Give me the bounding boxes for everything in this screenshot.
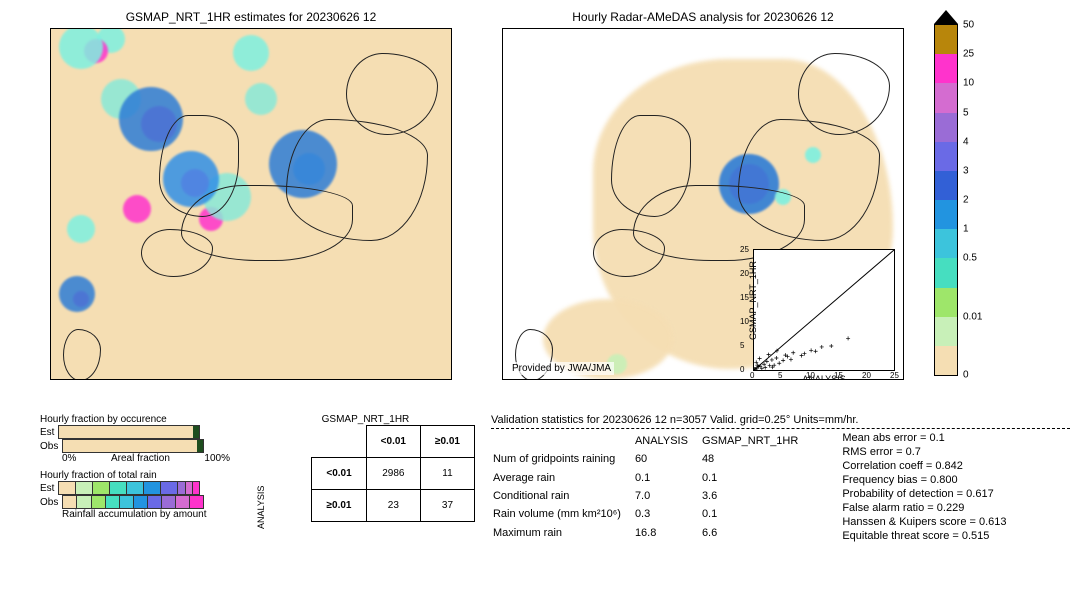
right-map-panel: Hourly Radar-AMeDAS analysis for 2023062… xyxy=(502,10,904,390)
cont-row-0: <0.01 xyxy=(312,458,366,490)
occ-axis-label: Areal fraction xyxy=(111,453,170,464)
occ-axis-left: 0% xyxy=(62,453,76,464)
val-row-label: Num of gridpoints raining xyxy=(493,451,633,467)
val-row-v2: 0.1 xyxy=(702,470,810,486)
cont-col-0: <0.01 xyxy=(366,426,420,458)
scatter-xlabel: ANALYSIS xyxy=(754,374,894,380)
cont-row-1: ≥0.01 xyxy=(312,490,366,522)
colorbar: 502510543210.50.010 xyxy=(934,24,958,376)
validation-score-line: False alarm ratio = 0.229 xyxy=(842,501,1006,515)
cont-cell-00: 2986 xyxy=(366,458,420,490)
cont-ylabel: ANALYSIS xyxy=(256,485,266,528)
colorbar-tick: 4 xyxy=(963,136,969,147)
bottom-row: Hourly fraction by occurence Est Obs 0% … xyxy=(10,414,1070,543)
val-row-v1: 0.3 xyxy=(635,506,700,522)
scatter-inset: GSMAP_NRT_1HR ANALYSIS 0510152025 051015… xyxy=(753,249,895,371)
validation-table: ANALYSIS GSMAP_NRT_1HR Num of gridpoints… xyxy=(491,431,812,543)
left-map: 45°N40°N35°N30°N25°N125°E130°E135°E140°E… xyxy=(50,28,452,380)
validation-score-line: Hanssen & Kuipers score = 0.613 xyxy=(842,515,1006,529)
val-row-label: Maximum rain xyxy=(493,525,633,541)
validation-score-line: Probability of detection = 0.617 xyxy=(842,487,1006,501)
colorbar-tick: 0.5 xyxy=(963,253,977,264)
tr-row-est: Est xyxy=(40,483,54,494)
val-row-label: Average rain xyxy=(493,470,633,486)
tr-row-obs: Obs xyxy=(40,497,58,508)
val-row-v1: 7.0 xyxy=(635,488,700,504)
totalrain-title: Hourly fraction of total rain xyxy=(40,470,240,481)
contingency-panel: GSMAP_NRT_1HR ANALYSIS <0.01 ≥0.01 <0.01… xyxy=(256,414,475,543)
validation-score-line: Frequency bias = 0.800 xyxy=(842,473,1006,487)
left-map-title: GSMAP_NRT_1HR estimates for 20230626 12 xyxy=(50,10,452,24)
colorbar-tick: 3 xyxy=(963,165,969,176)
validation-header: Validation statistics for 20230626 12 n=… xyxy=(491,414,1070,426)
provided-label: Provided by JWA/JMA xyxy=(509,362,614,375)
colorbar-tick: 50 xyxy=(963,20,974,31)
validation-panel: Validation statistics for 20230626 12 n=… xyxy=(491,414,1070,543)
val-row-v2: 3.6 xyxy=(702,488,810,504)
validation-score-line: Correlation coeff = 0.842 xyxy=(842,459,1006,473)
left-map-panel: GSMAP_NRT_1HR estimates for 20230626 12 … xyxy=(50,10,452,390)
contingency-table: <0.01 ≥0.01 <0.01 2986 11 ≥0.01 23 37 xyxy=(311,425,475,522)
validation-score-line: Equitable threat score = 0.515 xyxy=(842,529,1006,543)
val-row-v2: 48 xyxy=(702,451,810,467)
val-row-v1: 60 xyxy=(635,451,700,467)
right-map: Provided by JWA/JMA GSMAP_NRT_1HR ANALYS… xyxy=(502,28,904,380)
occ-bar-obs xyxy=(62,439,204,453)
validation-score-line: RMS error = 0.7 xyxy=(842,445,1006,459)
val-row-label: Conditional rain xyxy=(493,488,633,504)
colorbar-tick: 1 xyxy=(963,224,969,235)
colorbar-tick: 0 xyxy=(963,370,969,381)
tr-caption: Rainfall accumulation by amount xyxy=(62,509,240,520)
val-row-v2: 6.6 xyxy=(702,525,810,541)
colorbar-tick: 2 xyxy=(963,195,969,206)
cont-product: GSMAP_NRT_1HR xyxy=(256,414,475,425)
colorbar-tick: 25 xyxy=(963,49,974,60)
cont-cell-11: 37 xyxy=(420,490,474,522)
right-map-title: Hourly Radar-AMeDAS analysis for 2023062… xyxy=(502,10,904,24)
val-row-label: Rain volume (mm km²10⁶) xyxy=(493,506,633,522)
colorbar-tick: 5 xyxy=(963,107,969,118)
validation-scores: Mean abs error = 0.1RMS error = 0.7Corre… xyxy=(842,431,1006,543)
occurrence-title: Hourly fraction by occurence xyxy=(40,414,240,425)
scatter-svg xyxy=(754,250,894,370)
colorbar-tick: 10 xyxy=(963,78,974,89)
cont-col-1: ≥0.01 xyxy=(420,426,474,458)
occ-axis-right: 100% xyxy=(204,453,230,464)
fraction-panels: Hourly fraction by occurence Est Obs 0% … xyxy=(40,414,240,543)
colorbar-tick: 0.01 xyxy=(963,311,982,322)
occ-row-obs: Obs xyxy=(40,441,58,452)
val-col2: GSMAP_NRT_1HR xyxy=(702,433,810,449)
val-row-v1: 16.8 xyxy=(635,525,700,541)
cont-cell-01: 11 xyxy=(420,458,474,490)
scatter-ylabel: GSMAP_NRT_1HR xyxy=(748,261,758,340)
tr-strip-est xyxy=(58,481,200,495)
cont-cell-10: 23 xyxy=(366,490,420,522)
main-maps-row: GSMAP_NRT_1HR estimates for 20230626 12 … xyxy=(10,10,1070,390)
occ-bar-est xyxy=(58,425,200,439)
val-col1: ANALYSIS xyxy=(635,433,700,449)
occ-row-est: Est xyxy=(40,427,54,438)
tr-strip-obs xyxy=(62,495,204,509)
val-row-v2: 0.1 xyxy=(702,506,810,522)
colorbar-wrap: 502510543210.50.010 xyxy=(934,10,958,390)
colorbar-overflow-icon xyxy=(934,10,958,24)
val-row-v1: 0.1 xyxy=(635,470,700,486)
validation-score-line: Mean abs error = 0.1 xyxy=(842,431,1006,445)
